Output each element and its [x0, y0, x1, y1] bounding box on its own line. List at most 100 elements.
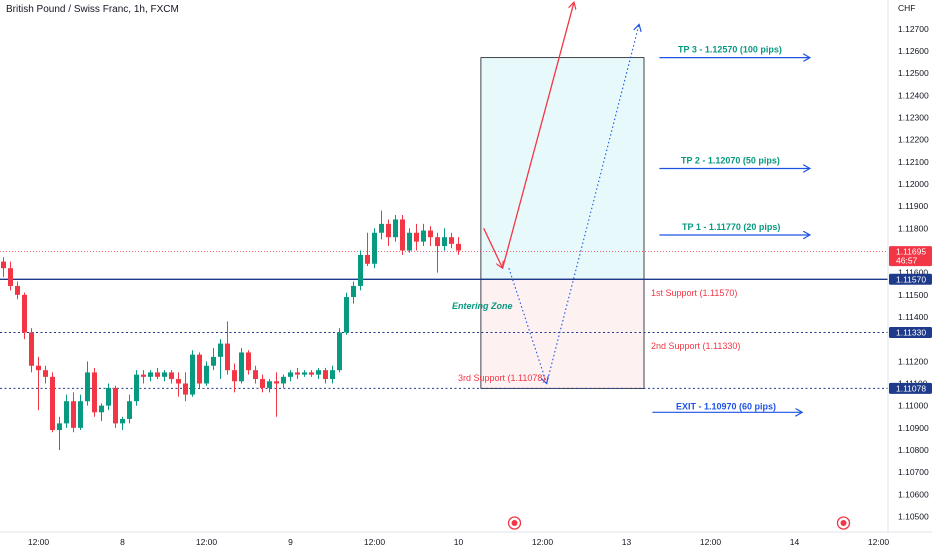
- x-tick-label: 14: [790, 537, 800, 547]
- candle-body: [22, 294, 27, 333]
- candle-body: [1, 261, 6, 269]
- level-badge-1-bg: [889, 273, 932, 285]
- support2-label: 2nd Support (1.11330): [651, 341, 740, 351]
- y-tick-label: 1.10600: [898, 489, 929, 499]
- event-icon-dot: [511, 520, 518, 526]
- x-tick-label: 12:00: [700, 537, 722, 547]
- candle-body: [57, 423, 62, 431]
- candle-body: [92, 372, 97, 413]
- candle-body: [365, 254, 370, 264]
- candle-body: [218, 343, 223, 357]
- support3-label: 3rd Support (1.11078): [458, 373, 545, 383]
- candlestick-series: [1, 210, 461, 450]
- x-tick-label: 12:00: [28, 537, 50, 547]
- x-tick-label: 12:00: [532, 537, 554, 547]
- chart-title: British Pound / Swiss Franc, 1h, FXCM: [6, 4, 179, 15]
- candle-body: [421, 230, 426, 242]
- candle-body: [428, 230, 433, 238]
- event-icon-dot: [840, 520, 847, 526]
- projection-arrows: [483, 2, 810, 412]
- x-tick-label: 13: [622, 537, 632, 547]
- y-tick-label: 1.10800: [898, 445, 929, 455]
- level-badge-2-bg: [889, 327, 932, 338]
- candle-body: [246, 352, 251, 371]
- y-tick-label: 1.12400: [898, 90, 929, 100]
- candle-body: [225, 343, 230, 371]
- candle-body: [274, 381, 279, 384]
- candle-body: [456, 243, 461, 251]
- candle-body: [106, 387, 111, 406]
- candle-body: [372, 232, 377, 264]
- candle-body: [337, 332, 342, 371]
- level-badge-1: 1.11570: [889, 273, 932, 285]
- y-tick-label: 1.10900: [898, 423, 929, 433]
- candle-body: [113, 387, 118, 424]
- level-badge-1-text: 1.11570: [896, 274, 926, 284]
- x-tick-label: 9: [288, 537, 293, 547]
- candle-body: [120, 418, 125, 424]
- candle-body: [407, 232, 412, 251]
- support-levels: [0, 251, 888, 389]
- y-tick-label: 1.12300: [898, 112, 929, 122]
- candle-body: [260, 379, 265, 388]
- support1-label: 1st Support (1.11570): [651, 288, 737, 298]
- economic-event-icon: [507, 516, 522, 530]
- candle-body: [211, 356, 216, 366]
- candle-body: [344, 297, 349, 333]
- candle-body: [183, 383, 188, 395]
- candle-body: [351, 285, 356, 298]
- candle-body: [64, 401, 69, 424]
- candle-body: [323, 370, 328, 380]
- candle-body: [155, 372, 160, 377]
- candle-body: [169, 372, 174, 380]
- x-tick-label: 12:00: [868, 537, 890, 547]
- profit-zone: [480, 57, 645, 280]
- candle-body: [435, 237, 440, 247]
- candle-body: [99, 405, 104, 413]
- candle-body: [281, 376, 286, 384]
- candle-body: [330, 370, 335, 380]
- y-tick-label: 1.12100: [898, 157, 929, 167]
- candle-body: [239, 352, 244, 382]
- candle-body: [50, 376, 55, 431]
- y-tick-label: 1.10500: [898, 511, 929, 521]
- tp2-label: TP 2 - 1.12070 (50 pips): [681, 155, 780, 165]
- candle-body: [393, 219, 398, 238]
- y-tick-label: 1.10700: [898, 467, 929, 477]
- candle-body: [141, 374, 146, 377]
- current-price-badge-bg: [889, 246, 932, 267]
- candle-body: [190, 354, 195, 395]
- candle-body: [295, 372, 300, 375]
- y-tick-label: 1.12600: [898, 46, 929, 56]
- entering-zone-label: Entering Zone: [452, 301, 513, 311]
- y-tick-label: 1.11800: [898, 223, 928, 233]
- candle-body: [379, 223, 384, 233]
- stop-zone: [480, 278, 645, 389]
- candle-body: [71, 401, 76, 428]
- level-badge-2-text: 1.11330: [896, 328, 926, 338]
- candle-body: [43, 370, 48, 377]
- candle-body: [176, 379, 181, 384]
- tp3-label: TP 3 - 1.12570 (100 pips): [678, 45, 782, 55]
- y-tick-label: 1.12000: [898, 179, 929, 189]
- candle-body: [127, 401, 132, 419]
- y-tick-label: 1.12500: [898, 68, 929, 78]
- time-axis: 12:00 8 12:00 9 12:00 10 12:00 13 12:00 14 12:00: [0, 516, 932, 547]
- candle-body: [442, 237, 447, 247]
- exit-label: EXIT - 1.10970 (60 pips): [676, 401, 776, 411]
- y-tick-label: 1.12700: [898, 24, 929, 34]
- dip-arrow: [508, 268, 547, 383]
- candle-body: [288, 372, 293, 377]
- y-tick-label: 1.11900: [898, 201, 928, 211]
- trade-zone: [480, 57, 645, 389]
- level-badge-3-bg: [889, 382, 932, 394]
- current-price-badge-text: 46:57: [896, 256, 918, 266]
- bullish-arrow: [501, 2, 574, 269]
- economic-event-icon: [836, 516, 851, 530]
- tp1-label: TP 1 - 1.11770 (20 pips): [682, 222, 780, 232]
- y-tick-label: 1.11600: [898, 268, 928, 278]
- candle-body: [29, 332, 34, 366]
- candle-body: [358, 254, 363, 286]
